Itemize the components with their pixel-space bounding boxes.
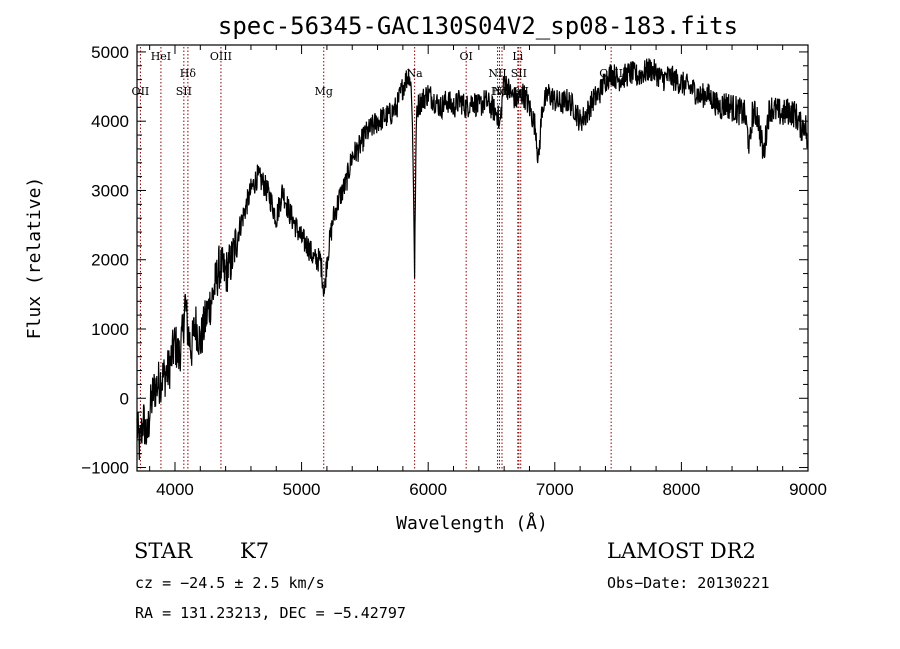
- x-tick-label: 5000: [283, 480, 321, 499]
- line-marker-label: Mg: [315, 85, 333, 98]
- redshift-text: cz = −24.5 ± 2.5 km/s: [135, 574, 325, 592]
- line-marker-label: HeI: [151, 50, 171, 63]
- line-marker-label: NII: [488, 67, 506, 80]
- y-ticks: [137, 51, 808, 469]
- line-marker-label: OII: [132, 85, 150, 98]
- x-ticks: [149, 45, 809, 471]
- line-marker-label: Na: [407, 67, 424, 80]
- y-tick-label: 5000: [91, 43, 129, 62]
- y-tick-label: 0: [120, 389, 129, 408]
- y-tick-label: −1000: [81, 459, 129, 478]
- marker-lines: [139, 47, 612, 471]
- spectrum-line: [136, 58, 809, 461]
- y-tick-label: 1000: [91, 320, 129, 339]
- line-marker-label: OIII: [210, 50, 232, 63]
- object-class: STAR: [134, 539, 193, 563]
- x-tick-labels: 4000 5000 6000 7000 8000 9000: [156, 480, 827, 499]
- y-tick-label: 4000: [91, 112, 129, 131]
- plot-frame: [136, 44, 809, 472]
- line-marker-label: Li: [512, 50, 523, 63]
- y-tick-label: 2000: [91, 251, 129, 270]
- line-marker-label: Hα: [491, 85, 509, 98]
- subclass: K7: [240, 539, 270, 563]
- line-marker-label: Hδ: [180, 67, 197, 80]
- x-tick-label: 9000: [789, 480, 827, 499]
- line-marker-label: SII: [176, 85, 192, 98]
- line-marker-label: SII: [511, 67, 527, 80]
- x-tick-label: 7000: [536, 480, 574, 499]
- y-axis-title: Flux (relative): [24, 177, 45, 340]
- x-axis-title: Wavelength (Å): [396, 512, 548, 534]
- chart-title: spec-56345-GAC130S04V2_sp08-183.fits: [218, 12, 738, 40]
- y-tick-label: 3000: [91, 181, 129, 200]
- x-tick-label: 8000: [662, 480, 700, 499]
- marker-labels: OIIHeISIIHδOIIIMgNaOINIIHαNIILiSIISIICaI…: [132, 50, 623, 98]
- survey-name: LAMOST DR2: [607, 539, 756, 563]
- x-tick-label: 6000: [409, 480, 447, 499]
- coords-text: RA = 131.23213, DEC = −5.42797: [135, 604, 406, 622]
- x-tick-label: 4000: [156, 480, 194, 499]
- line-marker-label: OI: [459, 50, 472, 63]
- obs-date-text: Obs−Date: 20130221: [607, 574, 770, 592]
- y-tick-labels: −1000 0 1000 2000 3000 4000 5000: [81, 43, 129, 478]
